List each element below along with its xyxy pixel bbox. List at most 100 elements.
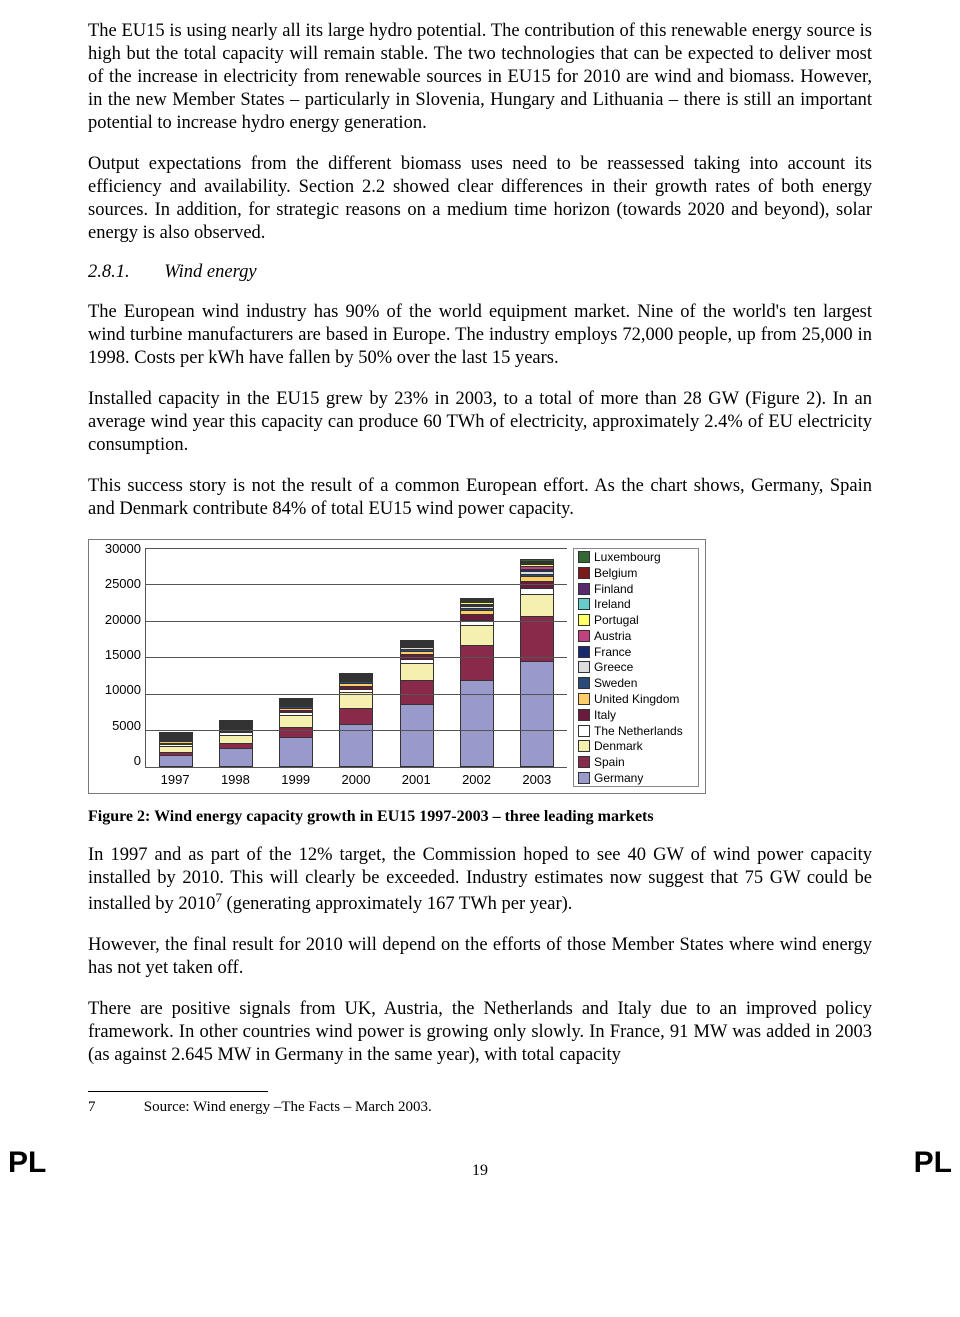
legend-label: Sweden — [594, 677, 637, 689]
y-tick-label: 25000 — [105, 576, 141, 591]
legend-label: Luxembourg — [594, 551, 661, 563]
legend-label: The Netherlands — [594, 725, 683, 737]
legend-label: United Kingdom — [594, 693, 679, 705]
legend-label: Denmark — [594, 740, 643, 752]
paragraph-6: In 1997 and as part of the 12% target, t… — [88, 844, 872, 916]
legend-swatch — [578, 614, 590, 626]
legend-label: Ireland — [594, 598, 631, 610]
legend-label: Belgium — [594, 567, 637, 579]
legend-swatch — [578, 551, 590, 563]
segment-germany — [220, 748, 252, 766]
page-footer: PL 19 PL — [0, 1136, 960, 1186]
legend-label: Finland — [594, 583, 633, 595]
y-tick-label: 15000 — [105, 647, 141, 662]
footnote-number: 7 — [88, 1098, 140, 1117]
bar-2003 — [520, 559, 554, 767]
segment-germany — [280, 737, 312, 766]
legend-item-belgium: Belgium — [578, 567, 694, 579]
page-content: The EU15 is using nearly all its large h… — [0, 0, 960, 1136]
legend-item-the-netherlands: The Netherlands — [578, 725, 694, 737]
bar-2002 — [460, 598, 494, 767]
legend-swatch — [578, 693, 590, 705]
footer-right: PL — [914, 1146, 952, 1180]
segment-spain — [461, 645, 493, 680]
segment-spain — [340, 708, 372, 724]
legend-item-germany: Germany — [578, 772, 694, 784]
segment-denmark — [461, 625, 493, 646]
legend-swatch — [578, 709, 590, 721]
section-title: Wind energy — [164, 262, 256, 282]
paragraph-2: Output expectations from the different b… — [88, 153, 872, 245]
legend-item-luxembourg: Luxembourg — [578, 551, 694, 563]
legend-swatch — [578, 583, 590, 595]
y-tick-label: 5000 — [112, 718, 141, 733]
legend-label: Germany — [594, 772, 643, 784]
figure-caption: Figure 2: Wind energy capacity growth in… — [88, 808, 872, 826]
gridline — [146, 730, 567, 731]
segment-spain — [401, 680, 433, 704]
gridline — [146, 584, 567, 585]
gridline — [146, 548, 567, 549]
x-axis: 1997 1998 1999 2000 2001 2002 2003 — [97, 772, 567, 787]
x-tick-label: 1998 — [221, 772, 250, 787]
segment-germany — [521, 661, 553, 766]
segment-denmark — [521, 594, 553, 616]
legend-item-finland: Finland — [578, 583, 694, 595]
x-tick-label: 2000 — [342, 772, 371, 787]
gridline — [146, 657, 567, 658]
footnote-text: Source: Wind energy –The Facts – March 2… — [144, 1099, 432, 1115]
paragraph-6b: (generating approximately 167 TWh per ye… — [222, 894, 573, 914]
segment-germany — [401, 704, 433, 766]
paragraph-8: There are positive signals from UK, Aust… — [88, 998, 872, 1067]
segment-germany — [160, 755, 192, 766]
legend-item-italy: Italy — [578, 709, 694, 721]
legend-swatch — [578, 646, 590, 658]
y-tick-label: 20000 — [105, 612, 141, 627]
legend-label: Spain — [594, 756, 625, 768]
x-tick-label: 2001 — [402, 772, 431, 787]
legend-item-ireland: Ireland — [578, 598, 694, 610]
segment-denmark — [401, 663, 433, 681]
paragraph-5: This success story is not the result of … — [88, 475, 872, 521]
chart-plot: 300002500020000150001000050000 199719981… — [97, 548, 567, 787]
legend-label: Austria — [594, 630, 631, 642]
legend-item-greece: Greece — [578, 661, 694, 673]
segment-spain — [521, 616, 553, 661]
x-tick-label: 1999 — [281, 772, 310, 787]
paragraph-3: The European wind industry has 90% of th… — [88, 301, 872, 370]
paragraph-4: Installed capacity in the EU15 grew by 2… — [88, 388, 872, 457]
segment-spain — [280, 727, 312, 737]
y-axis: 300002500020000150001000050000 — [97, 541, 145, 768]
legend-swatch — [578, 740, 590, 752]
legend-swatch — [578, 756, 590, 768]
segment-denmark — [280, 715, 312, 727]
legend-swatch — [578, 772, 590, 784]
footnote-7: 7 Source: Wind energy –The Facts – March… — [88, 1098, 872, 1117]
paragraph-1: The EU15 is using nearly all its large h… — [88, 20, 872, 135]
x-tick-label: 1997 — [161, 772, 190, 787]
legend-label: Portugal — [594, 614, 639, 626]
y-tick-label: 30000 — [105, 541, 141, 556]
segment-denmark — [220, 735, 252, 744]
x-tick-label: 2003 — [522, 772, 551, 787]
legend-item-austria: Austria — [578, 630, 694, 642]
legend-label: France — [594, 646, 631, 658]
section-heading: 2.8.1. Wind energy — [88, 262, 872, 283]
legend-swatch — [578, 725, 590, 737]
paragraph-7: However, the final result for 2010 will … — [88, 934, 872, 980]
footnote-rule — [88, 1091, 268, 1092]
bar-1999 — [279, 698, 313, 767]
legend-item-united-kingdom: United Kingdom — [578, 693, 694, 705]
x-tick-label: 2002 — [462, 772, 491, 787]
legend-swatch — [578, 598, 590, 610]
legend-label: Greece — [594, 661, 633, 673]
gridline — [146, 621, 567, 622]
legend-swatch — [578, 661, 590, 673]
bar-1998 — [219, 720, 253, 767]
bar-2000 — [339, 673, 373, 767]
legend-swatch — [578, 630, 590, 642]
plot-area — [145, 548, 567, 768]
bar-1997 — [159, 732, 193, 767]
gridline — [146, 694, 567, 695]
legend-item-sweden: Sweden — [578, 677, 694, 689]
